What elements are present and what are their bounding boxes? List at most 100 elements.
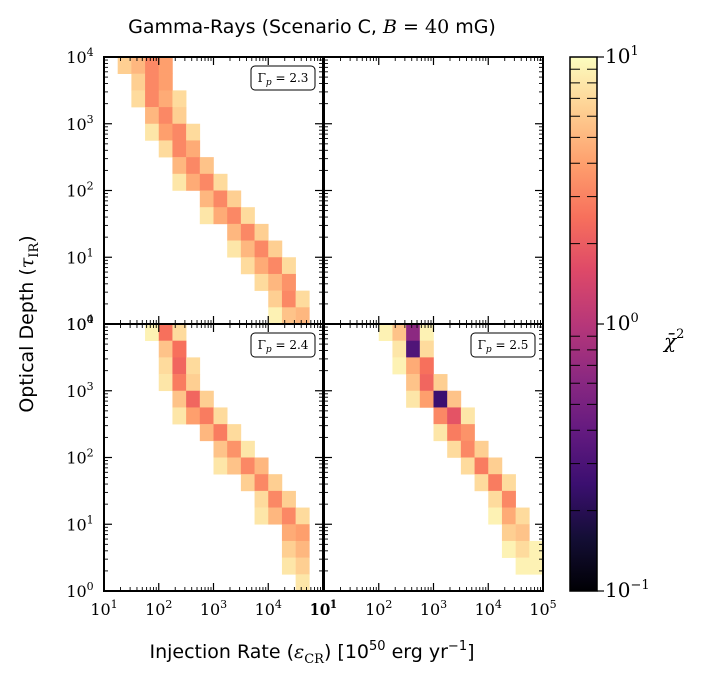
heatmap-cell — [515, 540, 530, 558]
heatmap-cell — [158, 123, 173, 141]
heatmap-cell — [158, 357, 173, 375]
heatmap-cell — [172, 324, 187, 341]
heatmap-cell — [240, 223, 255, 241]
heatmap-cell — [199, 424, 214, 442]
heatmap-cell — [460, 424, 475, 442]
heatmap-cell — [254, 457, 269, 475]
heatmap-cell — [199, 157, 214, 175]
heatmap-cell — [378, 324, 393, 341]
heatmap-cell — [213, 190, 228, 208]
x-tick-label: 102 — [145, 598, 172, 619]
heatmap-cell — [158, 90, 173, 108]
heatmap-cell — [419, 390, 434, 408]
heatmap-cell — [172, 374, 187, 392]
heatmap-cell — [268, 240, 283, 258]
heatmap-cell — [240, 457, 255, 475]
heatmap-cell — [186, 140, 201, 158]
heatmap-cell — [447, 424, 462, 442]
heatmap-cell — [199, 407, 214, 425]
heatmap-cell — [281, 307, 296, 325]
heatmap-cell — [433, 374, 448, 392]
heatmap-cell — [158, 57, 173, 74]
heatmap-cell — [227, 207, 242, 225]
heatmap-cell — [186, 357, 201, 375]
heatmap-cell — [172, 107, 187, 125]
heatmap-cell — [227, 424, 242, 442]
heatmap-cell — [213, 440, 228, 458]
heatmap-cell — [281, 290, 296, 308]
heatmap-cell — [447, 440, 462, 458]
heatmap-cell — [186, 407, 201, 425]
y-tick-label: 100 — [66, 313, 93, 334]
y-tick-label: 104 — [66, 313, 93, 334]
figure-title: Gamma-Rays (Scenario C, B = 40 mG) — [128, 16, 496, 38]
heatmap-cell — [295, 557, 310, 575]
heatmap-cell — [158, 324, 173, 341]
heatmap-cell — [240, 440, 255, 458]
heatmap-cell — [254, 273, 269, 291]
heatmap-cell — [392, 324, 407, 341]
heatmap-cell — [186, 173, 201, 191]
heatmap-cell — [488, 490, 503, 508]
heatmap-cell — [145, 90, 160, 108]
x-tick-label: 101 — [310, 598, 337, 619]
heatmap-cell — [199, 207, 214, 225]
x-tick-label: 104 — [255, 598, 282, 619]
heatmap-cell — [240, 240, 255, 258]
heatmap-cell — [281, 524, 296, 542]
heatmap-cell — [433, 407, 448, 425]
x-tick-label: 102 — [365, 598, 392, 619]
heatmap-cell — [172, 157, 187, 175]
heatmap-cell — [529, 557, 544, 575]
y-axis-label: Optical Depth (τIR) — [16, 235, 42, 412]
x-tick-label: 101 — [90, 598, 117, 619]
heatmap-cell — [213, 207, 228, 225]
colorbar-ticks — [570, 56, 604, 592]
heatmap-cell — [281, 273, 296, 291]
heatmap-cell — [227, 457, 242, 475]
heatmap-cell — [268, 507, 283, 525]
heatmap-cell — [145, 123, 160, 141]
heatmap-cell — [501, 490, 516, 508]
heatmap-cell — [158, 340, 173, 358]
y-tick-label: 102 — [66, 180, 93, 201]
heatmap-cell — [281, 507, 296, 525]
panel-frame — [323, 56, 544, 325]
x-tick-label: 103 — [200, 598, 227, 619]
heatmap-cell — [240, 207, 255, 225]
heatmap-cell — [392, 357, 407, 375]
heatmap-cell — [213, 407, 228, 425]
heatmap-cell — [213, 173, 228, 191]
gamma-label-box — [250, 65, 316, 91]
heatmap-cell — [268, 273, 283, 291]
heatmap-cell — [281, 257, 296, 275]
heatmap-cell — [515, 557, 530, 575]
heatmap-cell — [254, 507, 269, 525]
colorbar: 101 100 10−1 χ̄2 — [569, 44, 684, 602]
heatmap-cell — [158, 374, 173, 392]
heatmap-cell — [392, 340, 407, 358]
heatmap-cell — [199, 190, 214, 208]
heatmap-cell — [186, 374, 201, 392]
heatmap-cell — [172, 123, 187, 141]
heatmap-cell — [433, 424, 448, 442]
heatmap-cell — [254, 490, 269, 508]
heatmap-cell — [295, 290, 310, 308]
gamma-label: Γp = 2.3 — [258, 71, 309, 88]
heatmap-cell — [295, 524, 310, 542]
heatmap-cell — [227, 190, 242, 208]
heatmap-cell — [295, 307, 310, 325]
gamma-label-box — [470, 332, 536, 358]
heatmap-cell — [213, 424, 228, 442]
heatmap-cell — [199, 390, 214, 408]
heatmap-cell — [186, 390, 201, 408]
heatmap-cell — [172, 357, 187, 375]
heatmap-cell — [406, 357, 421, 375]
panel-top-right — [323, 56, 544, 325]
y-tick-label: 101 — [66, 246, 93, 267]
y-tick-label: 101 — [66, 513, 93, 534]
y-tick-label: 104 — [66, 46, 93, 67]
heatmap-cell — [501, 507, 516, 525]
heatmap-cell — [406, 374, 421, 392]
